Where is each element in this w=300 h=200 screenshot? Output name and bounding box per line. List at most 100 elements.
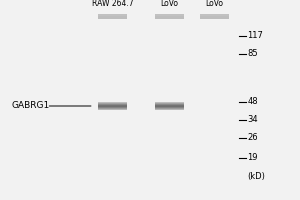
Bar xyxy=(155,14,184,17)
Bar xyxy=(98,104,127,105)
Bar xyxy=(155,15,184,17)
Bar xyxy=(200,16,229,18)
Bar xyxy=(200,14,229,17)
Bar xyxy=(200,15,229,18)
Bar xyxy=(155,16,184,19)
Bar xyxy=(200,15,229,17)
Bar xyxy=(200,16,229,18)
Bar xyxy=(98,16,127,18)
Bar xyxy=(200,16,229,18)
Bar xyxy=(155,15,184,17)
Bar xyxy=(155,14,184,17)
Bar xyxy=(155,15,184,18)
Bar xyxy=(200,15,229,18)
Bar xyxy=(155,15,184,18)
Bar xyxy=(98,14,127,17)
Bar xyxy=(98,16,127,18)
Bar xyxy=(98,16,127,18)
Bar xyxy=(98,15,127,17)
Bar xyxy=(200,16,229,19)
Bar xyxy=(155,14,184,16)
Bar xyxy=(200,16,229,18)
Bar xyxy=(200,16,229,18)
Bar xyxy=(200,15,229,17)
Bar xyxy=(200,15,229,17)
Bar xyxy=(200,14,229,17)
Bar xyxy=(200,16,229,18)
Bar xyxy=(98,105,127,106)
Bar xyxy=(98,15,127,18)
Bar xyxy=(98,15,127,18)
Bar xyxy=(200,16,229,19)
Bar xyxy=(155,16,184,18)
Bar xyxy=(200,16,229,18)
Bar xyxy=(155,104,184,105)
Bar xyxy=(98,16,127,19)
Bar xyxy=(200,15,229,17)
Bar xyxy=(200,15,229,18)
Bar xyxy=(200,15,229,17)
Bar xyxy=(200,16,229,18)
Bar xyxy=(98,16,127,18)
Text: LoVo: LoVo xyxy=(206,0,224,8)
Bar xyxy=(98,103,127,104)
Bar xyxy=(98,15,127,17)
Bar xyxy=(200,14,229,17)
Bar xyxy=(98,16,127,18)
Bar xyxy=(98,107,127,108)
Bar xyxy=(98,15,127,18)
Bar xyxy=(155,15,184,17)
Bar xyxy=(200,16,229,19)
Bar xyxy=(200,15,229,17)
Bar xyxy=(98,14,127,17)
Bar xyxy=(200,16,229,18)
Text: 34: 34 xyxy=(248,116,258,124)
Bar xyxy=(155,102,184,103)
Bar xyxy=(155,109,184,110)
Bar xyxy=(155,16,184,18)
Bar xyxy=(155,15,184,17)
Bar xyxy=(98,15,127,17)
Bar xyxy=(98,15,127,18)
Bar xyxy=(98,15,127,17)
Bar xyxy=(155,14,184,16)
Bar xyxy=(98,15,127,17)
Text: 48: 48 xyxy=(248,98,258,106)
Bar xyxy=(155,14,184,17)
Bar xyxy=(98,15,127,18)
Bar xyxy=(155,16,184,19)
Bar xyxy=(155,15,184,18)
Bar xyxy=(200,16,229,19)
Bar xyxy=(155,14,184,17)
Text: LoVo: LoVo xyxy=(160,0,178,8)
Bar xyxy=(155,105,184,106)
Bar xyxy=(155,103,184,104)
Bar xyxy=(98,104,127,105)
Bar xyxy=(155,16,184,18)
Bar xyxy=(155,16,184,18)
Bar xyxy=(155,16,184,18)
Bar xyxy=(200,15,229,17)
Bar xyxy=(98,14,127,17)
Bar xyxy=(200,14,229,17)
Bar xyxy=(98,16,127,18)
Bar xyxy=(155,15,184,17)
Bar xyxy=(98,16,127,18)
Bar xyxy=(200,14,229,17)
Bar xyxy=(200,15,229,18)
Bar xyxy=(155,16,184,18)
Bar xyxy=(98,16,127,18)
Bar xyxy=(155,15,184,17)
Bar xyxy=(200,16,229,18)
Bar xyxy=(155,16,184,18)
Bar xyxy=(200,15,229,17)
Bar xyxy=(98,15,127,18)
Bar xyxy=(98,16,127,18)
Bar xyxy=(155,16,184,19)
Bar xyxy=(98,15,127,18)
Bar xyxy=(98,14,127,17)
Bar xyxy=(98,15,127,18)
Bar xyxy=(155,15,184,17)
Bar xyxy=(200,15,229,17)
Bar xyxy=(98,14,127,17)
